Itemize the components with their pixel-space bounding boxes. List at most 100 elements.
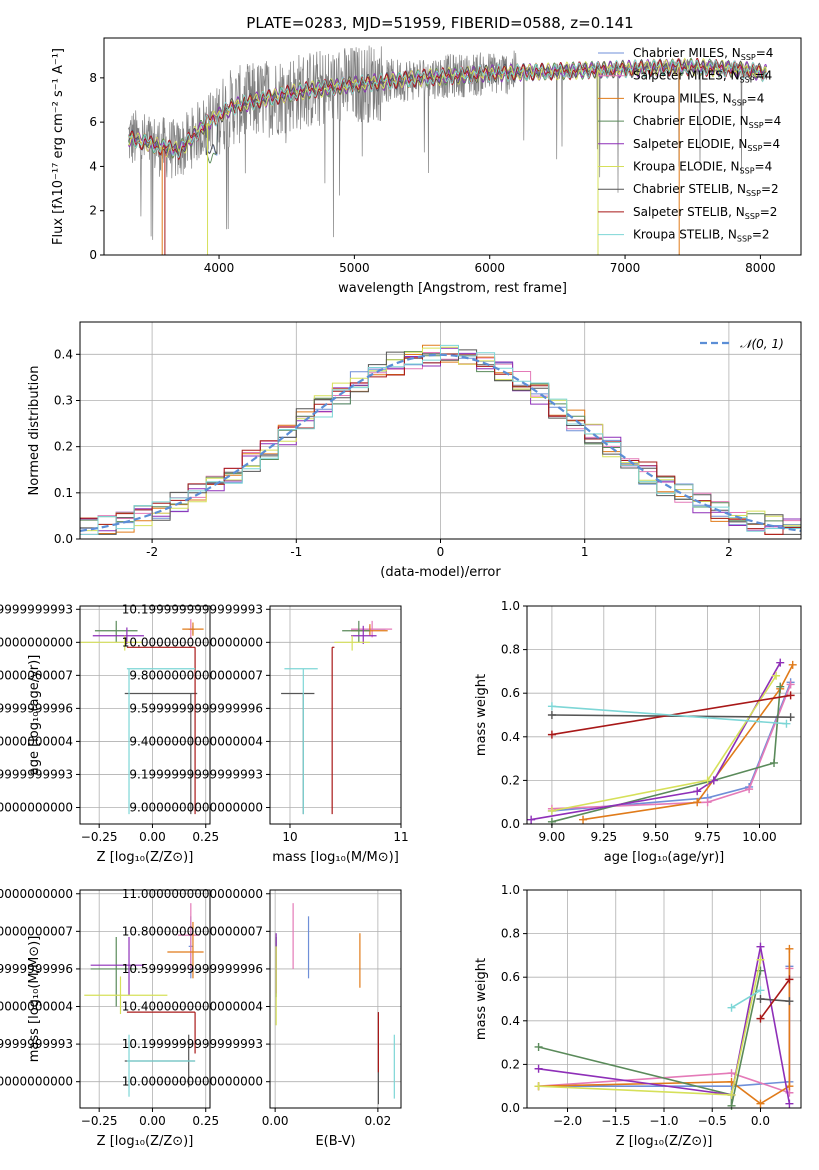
weight-line-kroupa-elodie-marker	[772, 671, 781, 680]
x-tick-label: -1	[290, 545, 302, 559]
x-tick-label: 10	[282, 830, 297, 844]
y-tick-label: 0.0	[501, 817, 520, 831]
y-tick-label: 9.1999999999999993	[0, 767, 73, 781]
weight-line-kroupa-stelib-marker	[727, 1003, 736, 1012]
weight-line-kroupa-stelib-marker	[756, 986, 765, 995]
histogram-kroupa-stelib	[80, 344, 801, 535]
y-tick-label: 4	[89, 159, 97, 173]
y-tick-label: 9.5999999999999996	[0, 701, 73, 715]
legend-label-salpeter-stelib: Salpeter STELIB, NSSP=2	[633, 205, 777, 221]
weight-line-kroupa-elodie-marker	[756, 955, 765, 964]
x-tick-label: −1.5	[601, 1114, 630, 1128]
x-tick-label: 6000	[474, 261, 505, 275]
y-tick-label: 9.8000000000000007	[129, 668, 263, 682]
weight-line-salpeter-miles-marker	[745, 785, 754, 794]
y-tick-label: 0.8	[501, 927, 520, 941]
weight-line-salpeter-miles-marker	[703, 798, 712, 807]
weight-line-chabrier-elodie-marker	[534, 1042, 543, 1051]
weight-line-salpeter-stelib-marker	[547, 730, 556, 739]
y-tick-label: 10.1999999999999993	[0, 1037, 73, 1051]
x-tick-label: 0	[437, 545, 445, 559]
weight-line-kroupa-elodie-marker	[727, 1090, 736, 1099]
weight-line-salpeter-elodie-marker	[776, 658, 785, 667]
residuals-legend: 𝒩(0, 1)	[700, 337, 784, 351]
weight-line-chabrier-stelib-marker	[756, 995, 765, 1003]
legend-label-chabrier-miles: Chabrier MILES, NSSP=4	[633, 46, 773, 62]
x-axis-label: Z [log₁₀(Z/Z⊙)]	[97, 850, 194, 865]
weight-line-salpeter-stelib-marker	[756, 1014, 765, 1023]
axes-frame	[79, 889, 211, 1109]
y-tick-label: 10.0000000000000000	[122, 635, 263, 649]
age-vs-mass-panel: 10 11 9.0000000000000000 9.1999999999999993…	[122, 602, 409, 865]
weight-line-kroupa-miles-marker	[756, 1099, 765, 1108]
y-tick-label: 0.4	[501, 1014, 520, 1028]
y-tick-label: 0.8	[501, 643, 520, 657]
normal-curve	[79, 353, 802, 532]
weight-line-kroupa-elodie-marker	[534, 1082, 543, 1091]
legend-label-kroupa-elodie: Kroupa ELODIE, NSSP=4	[633, 160, 772, 176]
y-tick-label: 1.0	[501, 599, 520, 613]
y-tick-label: 0.4	[501, 730, 520, 744]
x-tick-label: 9.00	[539, 830, 566, 844]
y-tick-label: 6	[89, 115, 97, 129]
y-axis-label: mass weight	[474, 958, 489, 1040]
weight-line-chabrier-stelib-marker	[786, 713, 795, 722]
weight-line-chabrier-stelib-marker	[547, 711, 556, 719]
x-axis-label: wavelength [Angstrom, rest frame]	[338, 281, 567, 296]
x-tick-label: −1.0	[649, 1114, 678, 1128]
weight-line-salpeter-elodie-marker	[756, 942, 765, 951]
x-tick-label: 8000	[745, 261, 776, 275]
y-tick-label: 8	[89, 71, 97, 85]
errorbar-kroupa-elodie	[84, 976, 168, 1015]
y-tick-label: 9.8000000000000007	[0, 668, 73, 682]
x-tick-label: 5000	[339, 261, 370, 275]
figure-title: PLATE=0283, MJD=51959, FIBERID=0588, z=0…	[246, 14, 633, 32]
x-tick-label: 9.75	[694, 830, 721, 844]
errorbar-kroupa-elodie	[334, 635, 370, 651]
weight-line-chabrier-miles	[551, 682, 792, 812]
axes-frame	[269, 605, 402, 825]
spectrum-panel: 4000 5000 6000 7000 8000 0 2 4 6 8 wavelength [Ang…	[51, 37, 802, 296]
age-vs-Z-panel: −0.25 0.00 0.25 9.0000000000000000 9.1999999…	[0, 602, 219, 865]
panels: 4000 5000 6000 7000 8000 0 2 4 6 8 wavelength [Ang…	[0, 37, 802, 1149]
legend-label-salpeter-elodie: Salpeter ELODIE, NSSP=4	[633, 137, 780, 153]
x-tick-label: 7000	[610, 261, 641, 275]
x-tick-label: 10.00	[742, 830, 776, 844]
y-tick-label: 0.6	[501, 970, 520, 984]
y-tick-label: 10.1999999999999993	[122, 602, 263, 616]
weight-line-kroupa-stelib-marker	[782, 719, 791, 728]
weight-line-kroupa-stelib	[731, 989, 761, 1009]
y-tick-label: 9.1999999999999993	[129, 767, 263, 781]
x-tick-label: −0.25	[81, 1114, 118, 1128]
weight-line-salpeter-miles-marker	[786, 680, 795, 689]
y-axis-label: mass [log₁₀(M/M⊙)]	[27, 936, 42, 1063]
x-tick-label: −2.0	[553, 1114, 582, 1128]
weight-line-kroupa-miles-marker	[579, 815, 588, 824]
y-axis-label: age [log₁₀(age/yr)]	[27, 655, 42, 776]
x-tick-label: −0.25	[81, 830, 118, 844]
y-tick-label: 10.8000000000000007	[122, 924, 263, 938]
y-axis-label: Normed distribution	[27, 366, 42, 496]
weight-line-chabrier-elodie-marker	[770, 758, 779, 767]
errorbar-salpeter-stelib	[126, 646, 196, 815]
spectrum-legend: Chabrier MILES, NSSP=4 Salpeter MILES, NS…	[598, 46, 781, 244]
y-axis-label: mass weight	[474, 674, 489, 756]
y-tick-label: 10.8000000000000007	[0, 924, 73, 938]
weight-line-kroupa-elodie-marker	[703, 776, 712, 785]
y-tick-label: 0	[89, 248, 97, 262]
x-axis-label: Z [log₁₀(Z/Z⊙)]	[97, 1134, 194, 1149]
y-tick-label: 10.5999999999999996	[122, 962, 263, 976]
y-tick-label: 1.0	[501, 883, 520, 897]
model-spectrum-salpeter-elodie	[127, 58, 768, 156]
axes-frame	[79, 605, 211, 825]
y-tick-label: 0.0	[54, 532, 73, 546]
y-tick-label: 0.6	[501, 686, 520, 700]
y-tick-label: 0.4	[54, 347, 73, 361]
errorbar-kroupa-miles	[182, 622, 204, 636]
weight-line-salpeter-stelib-marker	[785, 975, 794, 984]
y-tick-label: 10.0000000000000000	[0, 635, 73, 649]
y-tick-label: 2	[89, 204, 97, 218]
errorbar-kroupa-stelib	[126, 668, 196, 815]
y-tick-label: 0.3	[54, 393, 73, 407]
